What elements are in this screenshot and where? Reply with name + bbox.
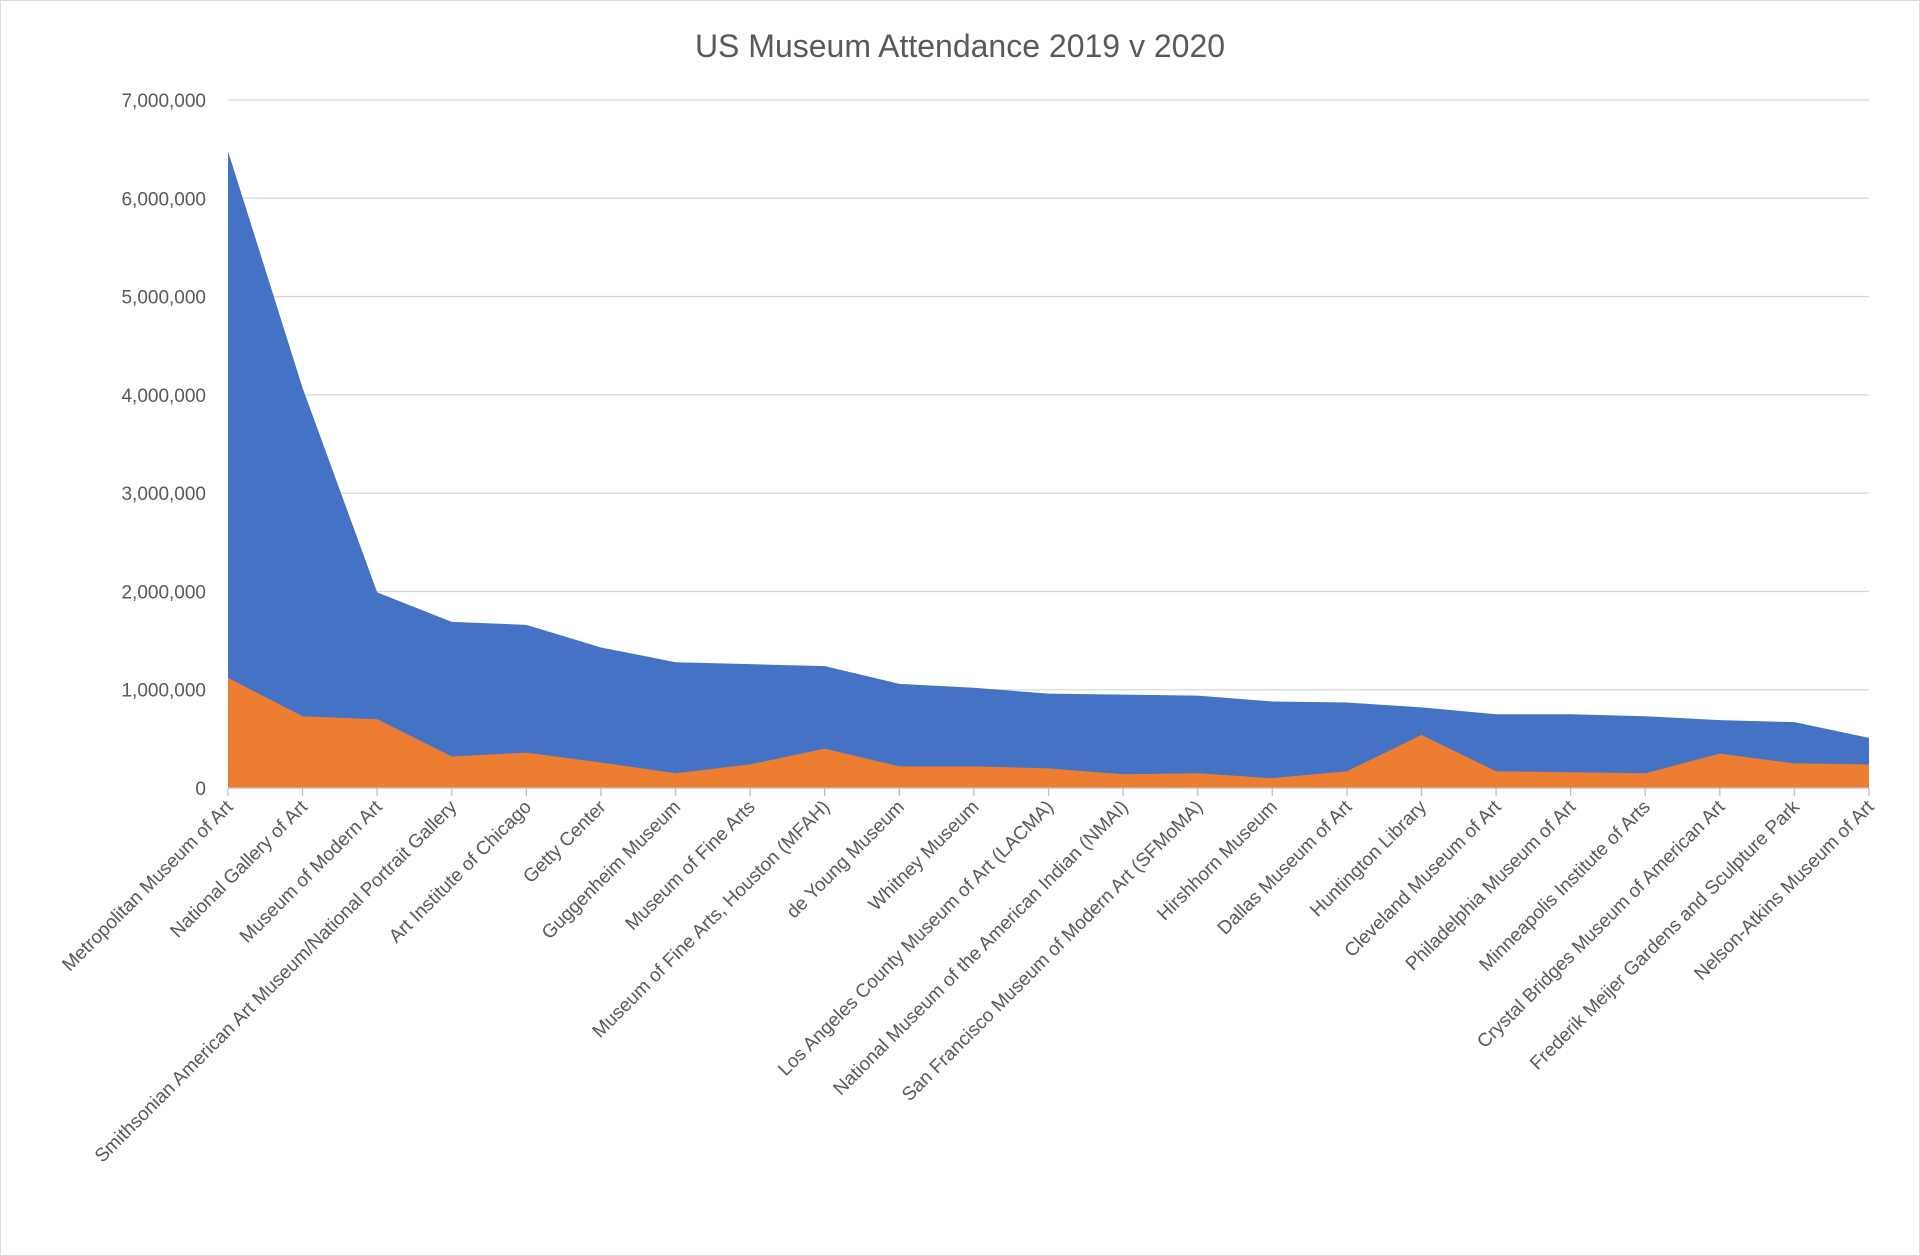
x-category-label: Dallas Museum of Art <box>1214 796 1357 939</box>
x-category-label: National Gallery of Art <box>167 796 313 942</box>
chart-title: US Museum Attendance 2019 v 2020 <box>695 28 1225 64</box>
y-tick-label: 6,000,000 <box>121 189 206 210</box>
area-series-2019 <box>228 151 1869 788</box>
y-tick-label: 0 <box>195 779 206 800</box>
x-category-label: Frederik Meijer Gardens and Sculpture Pa… <box>1526 796 1804 1074</box>
x-category-label: Museum of Fine Arts <box>622 797 760 935</box>
y-tick-label: 1,000,000 <box>121 681 206 702</box>
x-category-label: Cleveland Museum of Art <box>1341 796 1506 961</box>
gridlines <box>228 99 1869 691</box>
x-category-label: Guggenheim Museum <box>538 797 685 944</box>
y-tick-label: 4,000,000 <box>121 386 206 407</box>
x-category-label: Museum of Modern Art <box>236 796 387 947</box>
x-category-label: Los Angeles County Museum of Art (LACMA) <box>774 797 1058 1081</box>
area-series-2020 <box>228 677 1869 788</box>
x-category-label: Art Institute of Chicago <box>385 797 536 948</box>
y-tick-label: 7,000,000 <box>121 91 206 112</box>
x-category-label: Smithsonian American Art Museum/National… <box>91 796 462 1167</box>
y-tick-label: 2,000,000 <box>121 582 206 603</box>
x-axis <box>227 787 1870 796</box>
y-axis-tick-labels: 0 1,000,000 2,000,000 3,000,000 4,000,000 5,0… <box>121 91 206 800</box>
y-tick-label: 5,000,000 <box>121 288 206 309</box>
plot-areas <box>228 151 1869 788</box>
y-tick-label: 3,000,000 <box>121 484 206 505</box>
